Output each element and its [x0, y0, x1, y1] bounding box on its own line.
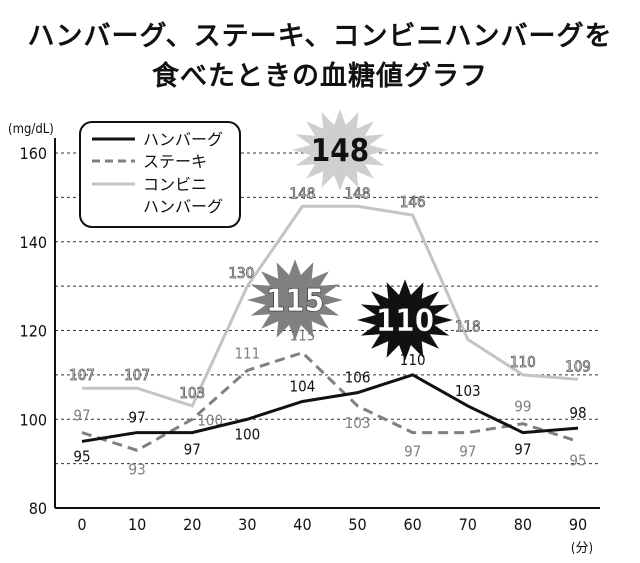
data-label: 100: [197, 411, 223, 429]
data-label: 98: [569, 404, 586, 422]
data-label: 110: [400, 351, 426, 369]
series-line-0: [81, 373, 579, 443]
data-label: 100: [234, 425, 260, 443]
data-label: 107: [124, 366, 150, 384]
x-tick-label: 90: [569, 515, 587, 534]
chart-title-line-1: ハンバーグ、ステーキ、コンビニハンバーグを: [27, 21, 613, 52]
burst-148-icon: [292, 109, 388, 191]
x-tick-label: 0: [77, 515, 86, 534]
data-label: 95: [73, 447, 90, 465]
legend-label: ステーキ: [143, 152, 207, 171]
data-label: 130: [228, 264, 254, 282]
x-tick-label: 70: [459, 515, 477, 534]
data-label: 93: [129, 460, 146, 478]
annotation-148: 148: [311, 133, 369, 169]
x-tick-label: 80: [514, 515, 532, 534]
burst-110-icon: [357, 279, 453, 361]
data-label: 106: [345, 369, 371, 387]
data-label: 118: [455, 317, 481, 335]
data-label: 111: [234, 344, 260, 362]
data-label: 107: [69, 366, 95, 384]
x-tick-label: 30: [238, 515, 256, 534]
data-label: 97: [404, 443, 421, 461]
burst-115-icon: [247, 259, 343, 341]
y-axis-label: (mg/dL): [8, 122, 54, 137]
data-label: 115: [290, 327, 316, 345]
data-label: 97: [73, 407, 90, 425]
y-tick-label: 120: [20, 322, 47, 341]
data-label: 104: [290, 378, 316, 396]
x-axis-label: (分): [571, 541, 593, 556]
annotation-110: 110: [376, 303, 434, 339]
y-tick-label: 100: [20, 410, 47, 429]
legend-label: コンビニ: [143, 175, 207, 194]
legend-label: ハンバーグ: [143, 197, 223, 216]
legend-label: ハンバーグ: [143, 130, 223, 149]
x-tick-label: 20: [183, 515, 201, 534]
data-label: 97: [459, 443, 476, 461]
y-tick-label: 140: [20, 233, 47, 252]
x-tick-label: 10: [128, 515, 146, 534]
series-line-2: [82, 204, 579, 408]
legend-box: [79, 121, 241, 228]
data-label: 103: [455, 382, 481, 400]
x-tick-label: 60: [404, 515, 422, 534]
data-label: 97: [184, 441, 201, 459]
data-label: 103: [345, 414, 371, 432]
series-line-1: [81, 350, 579, 452]
data-label: 146: [400, 193, 426, 211]
data-label: 95: [569, 451, 586, 469]
data-label: 97: [514, 441, 531, 459]
data-label: 148: [345, 184, 371, 202]
data-label: 97: [129, 409, 146, 427]
data-label: 109: [565, 357, 591, 375]
x-tick-label: 40: [293, 515, 311, 534]
y-tick-label: 80: [29, 499, 47, 518]
chart-title-line-2: 食べたときの血糖値グラフ: [152, 61, 488, 92]
data-label: 148: [290, 184, 316, 202]
y-tick-label: 160: [20, 144, 47, 163]
data-label: 110: [510, 353, 536, 371]
x-tick-label: 50: [348, 515, 366, 534]
data-label: 103: [179, 384, 205, 402]
annotation-115: 115: [266, 283, 324, 319]
data-label: 99: [514, 398, 531, 416]
